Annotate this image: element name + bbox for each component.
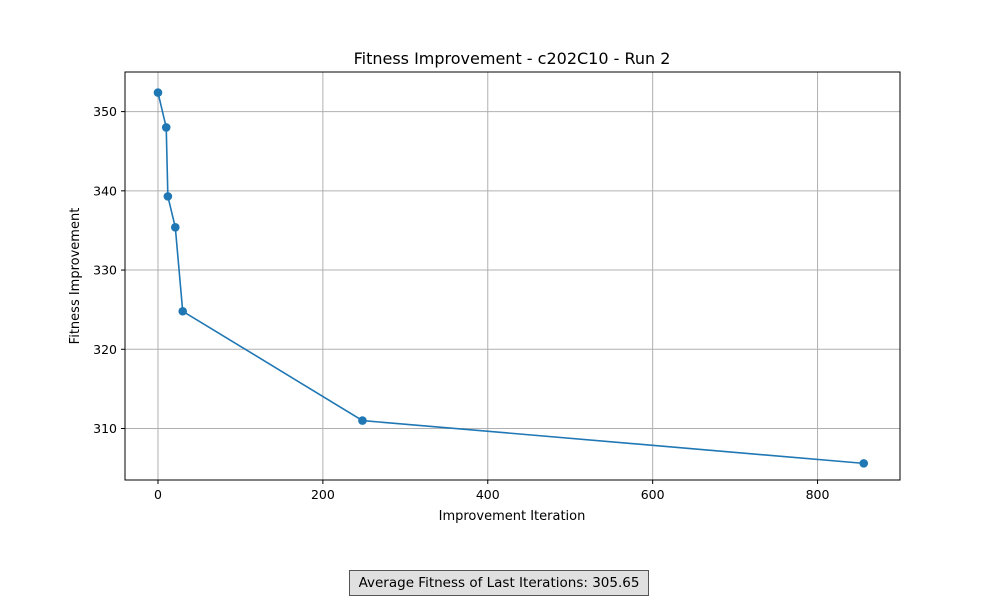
average-fitness-box: Average Fitness of Last Iterations: 305.… [349,570,649,596]
fitness-line-chart: 0 200 400 600 800 310 320 330 340 350 Fitness Imp… [68,49,901,524]
y-tick-label: 320 [93,342,117,357]
x-tick-label: 200 [311,487,335,502]
data-point [170,222,180,232]
x-tick-label: 600 [641,487,665,502]
axis-ticks: 0 200 400 600 800 310 320 330 340 350 [93,104,829,502]
data-point [859,459,869,468]
y-tick-label: 330 [93,263,117,278]
y-tick-label: 310 [93,421,117,436]
series-line [157,92,864,465]
y-axis-label: Fitness Improvement [68,208,83,345]
x-axis-label: Improvement Iteration [439,509,586,524]
x-tick-label: 400 [476,487,500,502]
x-tick-label: 800 [806,487,830,502]
series-layer [153,88,869,468]
y-tick-label: 340 [93,183,117,198]
data-point [153,88,163,97]
y-tick-label: 350 [93,104,117,119]
grid-lines [125,72,900,480]
data-point [358,416,367,425]
data-point [161,123,171,132]
chart-title: Fitness Improvement - c202C10 - Run 2 [354,49,671,68]
x-tick-label: 0 [154,487,162,502]
data-point [178,306,188,316]
plot-frame [124,71,901,481]
data-point [163,192,173,201]
